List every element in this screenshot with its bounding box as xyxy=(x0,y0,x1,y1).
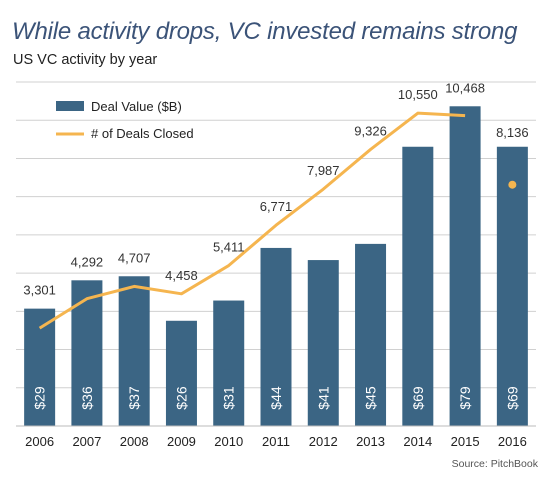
deals-closed-label-2015: 10,468 xyxy=(445,80,485,95)
bar-value-label-2006: $29 xyxy=(32,386,48,410)
bar-value-label-2015: $79 xyxy=(457,386,473,410)
x-tick-label-2007: 2007 xyxy=(72,434,101,449)
deals-line xyxy=(38,111,517,330)
x-tick-label-2016: 2016 xyxy=(498,434,527,449)
chart-title: While activity drops, VC invested remain… xyxy=(12,18,518,45)
deals-closed-label-2010: 5,411 xyxy=(213,240,245,255)
x-tick-label-2011: 2011 xyxy=(262,434,290,449)
x-tick-label-2012: 2012 xyxy=(309,434,338,449)
x-tick-label-2006: 2006 xyxy=(25,434,54,449)
legend-swatch-deal-value xyxy=(56,101,84,111)
bar-value-label-2013: $45 xyxy=(363,386,379,410)
bar-2013 xyxy=(355,243,387,426)
bar-2015 xyxy=(449,106,481,427)
x-tick-label-2010: 2010 xyxy=(214,434,243,449)
deals-closed-point-2016 xyxy=(508,180,517,189)
deals-closed-label-2014: 10,550 xyxy=(398,87,438,102)
bar-value-label-2011: $44 xyxy=(268,386,284,410)
legend-label-deals-closed: # of Deals Closed xyxy=(91,126,194,141)
bar-value-label-2014: $69 xyxy=(410,386,426,410)
bar-2011 xyxy=(260,247,292,426)
bar-2006 xyxy=(24,308,56,426)
legend-label-deal-value: Deal Value ($B) xyxy=(91,99,182,114)
bar-2014 xyxy=(402,146,434,427)
source-note: Source: PitchBook xyxy=(451,458,538,470)
legend: Deal Value ($B) # of Deals Closed xyxy=(56,99,194,141)
deals-closed-label-2012: 7,987 xyxy=(307,163,340,178)
deals-closed-label-2007: 4,292 xyxy=(71,254,104,269)
deals-closed-line xyxy=(38,111,466,330)
bar-value-label-2007: $36 xyxy=(79,386,95,410)
bar-value-label-2008: $37 xyxy=(126,386,142,410)
deals-closed-label-2006: 3,301 xyxy=(23,283,56,298)
x-tick-label-2009: 2009 xyxy=(167,434,196,449)
bar-value-label-2010: $31 xyxy=(221,386,237,410)
x-tick-label-2008: 2008 xyxy=(120,434,149,449)
bar-2012 xyxy=(307,260,339,426)
x-tick-label-2014: 2014 xyxy=(403,434,432,449)
bar-2009 xyxy=(165,320,197,426)
x-tick-label-2013: 2013 xyxy=(356,434,385,449)
x-axis: 2006 2007 2008 2009 2010 2011 2012 2013 2014 2015… xyxy=(16,425,536,449)
x-tick-label-2015: 2015 xyxy=(451,434,480,449)
deals-closed-label-2016: 8,136 xyxy=(496,125,529,140)
bar-value-label-2009: $26 xyxy=(173,386,189,410)
chart-subtitle: US VC activity by year xyxy=(13,52,158,68)
data-labels: 3,301 4,292 4,707 4,458 5,411 6,771 7,987 9,326… xyxy=(23,80,528,297)
bar-value-label-2012: $41 xyxy=(315,386,331,410)
bars: $29 $36 $37 $26 $31 $44 $41 $45 $69 $79 $69 xyxy=(24,106,528,427)
bar-2016 xyxy=(496,146,528,427)
deals-closed-label-2011: 6,771 xyxy=(260,199,293,214)
bar-2010 xyxy=(213,300,245,426)
deals-closed-label-2013: 9,326 xyxy=(354,123,387,138)
deals-closed-label-2008: 4,707 xyxy=(118,250,151,265)
bar-2008 xyxy=(118,276,150,426)
bar-value-label-2016: $69 xyxy=(504,386,520,410)
deals-closed-label-2009: 4,458 xyxy=(165,268,198,283)
